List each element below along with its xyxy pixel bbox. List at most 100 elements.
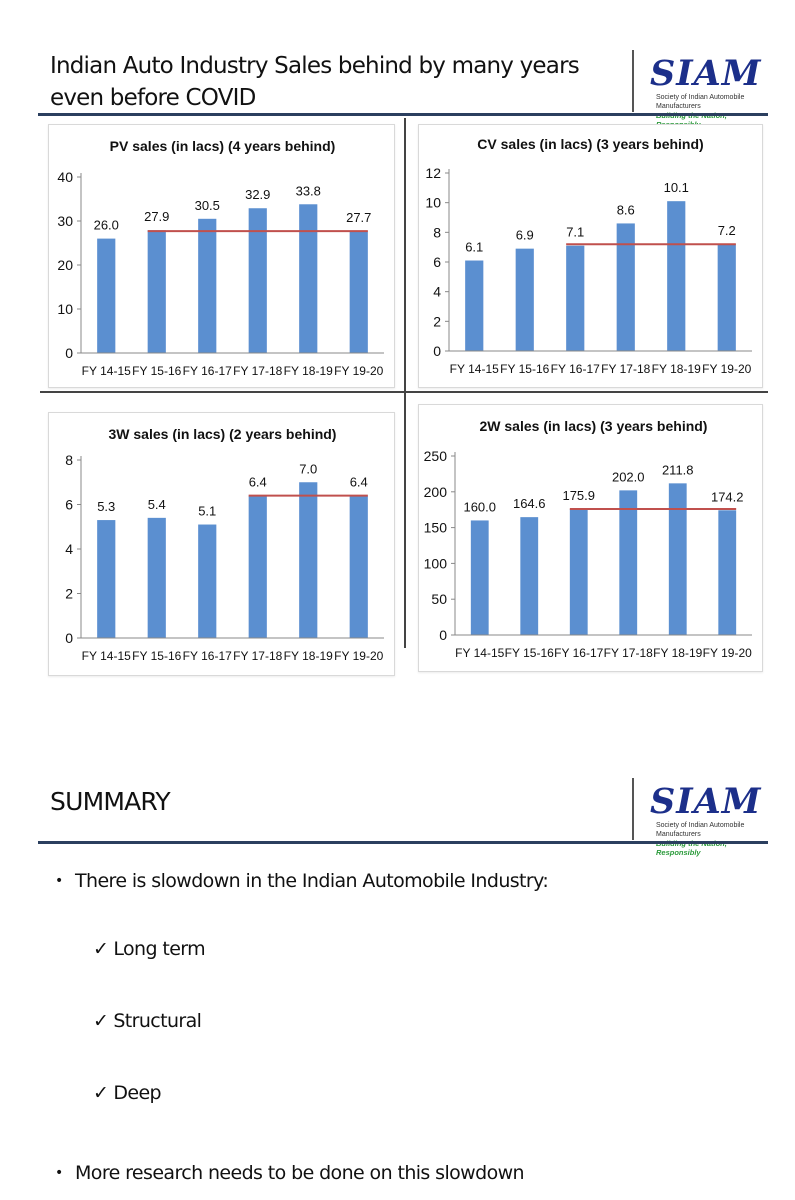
y-tick-label: 12	[425, 165, 441, 181]
logo-wordmark: SIAM	[650, 53, 762, 94]
x-tick-label: FY 14-15	[455, 646, 504, 660]
sub-point: ✓ Structural	[93, 1010, 202, 1032]
data-label: 5.3	[97, 499, 115, 514]
checkmark-icon: ✓	[93, 1082, 109, 1104]
y-tick-label: 0	[65, 630, 73, 646]
y-tick-label: 8	[65, 452, 73, 468]
data-label: 6.1	[465, 240, 483, 255]
bar	[717, 244, 736, 351]
cv-sales-chart: CV sales (in lacs) (3 years behind) 0 2 4 6 8…	[418, 124, 763, 388]
cv-sales-chart-svg: CV sales (in lacs) (3 years behind) 0 2 4 6 8…	[425, 136, 752, 376]
sub-point-text: Long term	[113, 938, 206, 960]
pv-sales-chart: PV sales (in lacs) (4 years behind) 0 10 20…	[48, 124, 395, 388]
bar	[299, 204, 318, 353]
sub-point-text: Deep	[113, 1082, 161, 1104]
data-label: 27.7	[346, 210, 371, 225]
bar	[718, 510, 737, 635]
x-tick-label: FY 17-18	[233, 649, 282, 663]
x-tick-label: FY 16-17	[554, 646, 603, 660]
siam-logo: SIAM Society of Indian Automobile Manufa…	[650, 53, 770, 130]
data-label: 211.8	[662, 462, 694, 477]
sub-point: ✓ Deep	[93, 1082, 162, 1104]
data-label: 27.9	[144, 209, 169, 224]
x-tick-label: FY 14-15	[82, 364, 131, 378]
data-label: 164.6	[513, 496, 546, 511]
bullet-text: There is slowdown in the Indian Automobi…	[75, 870, 549, 892]
bar	[198, 218, 217, 353]
x-tick-label: FY 16-17	[183, 649, 232, 663]
bar	[97, 238, 116, 353]
y-tick-label: 10	[425, 195, 441, 211]
sub-point: ✓ Long term	[93, 938, 206, 960]
3w-sales-chart: 3W sales (in lacs) (2 years behind) 0 2 4 6 8…	[48, 412, 395, 676]
bar	[566, 245, 585, 351]
data-label: 202.0	[612, 469, 645, 484]
y-tick-label: 0	[433, 343, 441, 359]
data-label: 175.9	[562, 488, 595, 503]
chart-title: 2W sales (in lacs) (3 years behind)	[480, 418, 708, 434]
quadrant-divider-horizontal	[40, 391, 768, 393]
chart-title: CV sales (in lacs) (3 years behind)	[477, 136, 703, 152]
3w-sales-chart-svg: 3W sales (in lacs) (2 years behind) 0 2 4 6 8…	[65, 426, 384, 663]
x-tick-label: FY 18-19	[653, 646, 702, 660]
x-tick-label: FY 15-16	[505, 646, 554, 660]
bar	[668, 483, 687, 635]
y-tick-label: 6	[65, 497, 73, 513]
x-tick-label: FY 18-19	[284, 364, 333, 378]
y-tick-label: 2	[433, 313, 441, 329]
y-tick-label: 4	[65, 541, 73, 557]
data-label: 7.2	[718, 223, 736, 238]
logo-org-name: Society of Indian Automobile Manufacture…	[656, 94, 745, 110]
x-tick-label: FY 17-18	[601, 362, 650, 376]
bar	[299, 482, 318, 638]
bullet-item: • More research needs to be done on this …	[55, 1162, 525, 1184]
checkmark-icon: ✓	[93, 938, 109, 960]
data-label: 6.9	[516, 228, 534, 243]
data-label: 33.8	[296, 183, 321, 198]
bar	[97, 520, 116, 638]
quadrant-divider-vertical	[404, 118, 406, 648]
y-tick-label: 30	[57, 213, 73, 229]
bar	[198, 524, 217, 638]
data-label: 5.1	[198, 504, 216, 519]
header-separator	[632, 50, 634, 112]
y-tick-label: 100	[424, 555, 448, 571]
checkmark-icon: ✓	[93, 1010, 109, 1032]
y-tick-label: 150	[424, 520, 448, 536]
x-tick-label: FY 17-18	[604, 646, 653, 660]
data-label: 8.6	[617, 202, 635, 217]
2w-sales-chart: 2W sales (in lacs) (3 years behind) 0 50 10…	[418, 404, 763, 672]
bar	[147, 517, 166, 638]
x-tick-label: FY 15-16	[132, 364, 181, 378]
bar	[470, 520, 489, 635]
summary-title: SUMMARY	[50, 787, 171, 816]
x-tick-label: FY 14-15	[450, 362, 499, 376]
bar	[515, 248, 534, 351]
bullet-item: • There is slowdown in the Indian Automob…	[55, 870, 549, 892]
logo-org-name: Society of Indian Automobile Manufacture…	[656, 822, 745, 838]
data-label: 26.0	[94, 218, 119, 233]
bar	[248, 495, 267, 638]
bar	[147, 230, 166, 353]
summary-header-rule	[38, 841, 768, 844]
bar	[520, 517, 539, 635]
x-tick-label: FY 14-15	[82, 649, 131, 663]
x-tick-label: FY 15-16	[500, 362, 549, 376]
x-tick-label: FY 16-17	[551, 362, 600, 376]
pv-sales-chart-svg: PV sales (in lacs) (4 years behind) 0 10 20…	[57, 138, 384, 378]
y-tick-label: 2	[65, 586, 73, 602]
slide-title: Indian Auto Industry Sales behind by man…	[50, 53, 580, 111]
x-tick-label: FY 19-20	[703, 646, 752, 660]
data-label: 10.1	[664, 180, 689, 195]
x-tick-label: FY 18-19	[652, 362, 701, 376]
2w-sales-chart-svg: 2W sales (in lacs) (3 years behind) 0 50 10…	[424, 418, 753, 660]
bar	[248, 208, 267, 353]
y-tick-label: 0	[439, 627, 447, 643]
data-label: 7.1	[566, 225, 584, 240]
bar	[465, 260, 484, 351]
bullet-dot-icon: •	[55, 1165, 63, 1181]
data-label: 160.0	[463, 499, 496, 514]
y-tick-label: 50	[431, 591, 447, 607]
y-tick-label: 250	[424, 448, 448, 464]
logo-wordmark: SIAM	[650, 781, 762, 822]
